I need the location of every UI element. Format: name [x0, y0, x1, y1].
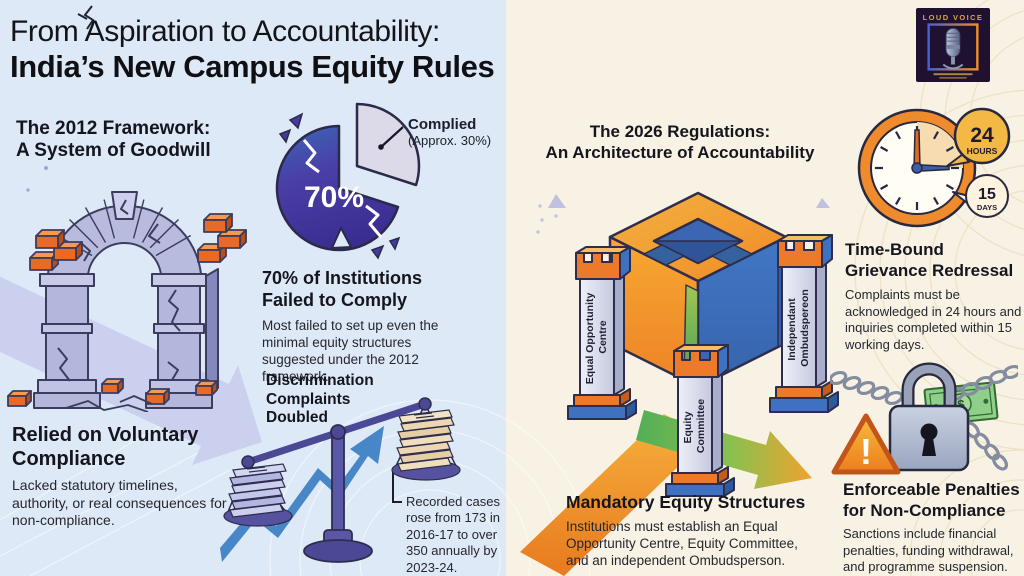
complied-callout-title: Complied [408, 116, 477, 133]
padlock-icon [888, 362, 970, 472]
right-section-heading: The 2026 Regulations: An Architecture of… [518, 122, 842, 163]
time-heading-line-1: Time-Bound [845, 240, 944, 259]
orange-bricks [7, 213, 247, 407]
pillar-label-centre: Centre [597, 320, 609, 353]
badge-hours-unit: HOURS [967, 146, 998, 156]
svg-text:Equal Opportunity Cent: Equal Opportunity Centre [584, 290, 609, 385]
broken-arch-illustration [7, 191, 247, 412]
time-bound-block: Time-Bound Grievance Redressal Complaint… [845, 240, 1024, 353]
recorded-cases-callout: Recorded cases rose from 173 in 2016-17 … [406, 494, 500, 575]
orange-band [520, 414, 708, 576]
clock-ticks [875, 126, 959, 210]
page-title-line-1: From Aspiration to Accountability: [10, 15, 440, 48]
enforceable-penalties-block: Enforceable Penalties for Non-Compliance… [843, 480, 1024, 576]
sparkle-triangles [548, 194, 830, 208]
pillar-label-independant: Independant [786, 298, 798, 361]
loud-voice-logo: LOUD VOICE [916, 8, 990, 82]
svg-text:!: ! [860, 431, 872, 472]
discrimination-complaints-heading: Discrimination Complaints Doubled [266, 372, 374, 428]
voluntary-body: Lacked statutory timelines, authority, o… [12, 477, 227, 529]
pie-chart: 70% [275, 102, 421, 260]
svg-text:$: $ [957, 396, 967, 412]
lock-chains-illustration: $ [830, 362, 1018, 475]
warning-triangle-icon: ! [831, 413, 901, 475]
right-section-heading-line-1: The 2026 Regulations: [589, 122, 771, 141]
page-title: From Aspiration to Accountability: India… [10, 15, 495, 84]
badge-15-days: 15 DAYS [952, 174, 1009, 218]
time-body: Complaints must be acknowledged in 24 ho… [845, 287, 1022, 352]
pillar-equity-committee: Equity Committee [665, 344, 735, 497]
pillar-equal-opportunity-centre: Equal Opportunity Centre [567, 246, 637, 420]
mic-icon [927, 23, 979, 79]
callout-connector [392, 468, 402, 503]
complaints-heading-line-3: Doubled [266, 409, 328, 427]
logo-brand-text: LOUD VOICE [922, 13, 984, 22]
pillar-label-ombudspereon: Ombudspereon [799, 289, 811, 367]
penalties-heading-line-2: for Non-Compliance [843, 500, 1006, 520]
right-section-heading-line-2: An Architecture of Accountability [545, 142, 815, 162]
pillar-label-equal-opportunity: Equal Opportunity [584, 293, 596, 385]
left-section-heading-line-1: The 2012 Framework: [16, 118, 211, 139]
paper-stack-right [391, 409, 461, 481]
mandatory-equity-structures-block: Mandatory Equity Structures Institutions… [566, 492, 820, 569]
badge-days-value: 15 [978, 186, 996, 203]
crack-doodle [77, 5, 95, 30]
svg-text:Equity Committee: Equity Committee [682, 399, 707, 453]
failed-heading-line-2: Failed to Comply [262, 289, 408, 310]
penalties-body: Sanctions include financial penalties, f… [843, 526, 1014, 575]
voluntary-heading-line-2: Compliance [12, 447, 126, 470]
penalties-heading-line-1: Enforceable Penalties [843, 480, 1020, 499]
badge-24-hours: 24 HOURS [946, 107, 1011, 167]
failed-heading-line-1: 70% of Institutions [262, 268, 423, 288]
time-heading-line-2: Grievance Redressal [845, 260, 1014, 280]
zigzag-arrow [220, 426, 384, 562]
pie-debris [278, 112, 401, 260]
failed-to-comply-block: 70% of Institutions Failed to Comply Mos… [262, 268, 468, 385]
mandatory-body: Institutions must establish an Equal Opp… [566, 519, 798, 568]
complaints-heading-line-2: Complaints [266, 390, 351, 408]
left-section-heading-line-2: A System of Goodwill [16, 140, 211, 162]
page-title-line-2: India’s New Campus Equity Rules [10, 48, 495, 84]
voluntary-heading-line-1: Relied on Voluntary [12, 424, 199, 446]
badge-hours-value: 24 [970, 124, 994, 147]
complied-callout: Complied (Approx. 30%) [408, 116, 491, 148]
badge-days-unit: DAYS [977, 203, 997, 212]
fortress-illustration: Independant Ombudspereon Equal Opportuni… [567, 191, 839, 497]
left-section-heading: The 2012 Framework: A System of Goodwill [16, 118, 211, 163]
pillar-independent-ombudsperson: Independant Ombudspereon [769, 234, 839, 413]
svg-text:Independant Ombudspere: Independant Ombudspereon [786, 289, 811, 367]
pie-slice-failed [275, 124, 400, 252]
pie-slice-complied [355, 102, 421, 187]
pie-percent-label: 70% [304, 181, 364, 214]
chain-icon [830, 364, 1018, 471]
complaints-heading-line-1: Discrimination [266, 372, 374, 389]
balance-scale-illustration [220, 397, 461, 563]
paper-stack-left [223, 463, 293, 527]
failed-body: Most failed to set up even the minimal e… [262, 318, 439, 385]
pillar-label-committee: Committee [695, 399, 707, 453]
complied-callout-subtitle: (Approx. 30%) [408, 133, 492, 148]
mandatory-heading: Mandatory Equity Structures [566, 492, 806, 512]
pillar-label-equity: Equity [682, 411, 694, 443]
clock-illustration: 24 HOURS 15 DAYS [857, 107, 1011, 228]
voluntary-compliance-block: Relied on Voluntary Compliance Lacked st… [12, 424, 232, 530]
